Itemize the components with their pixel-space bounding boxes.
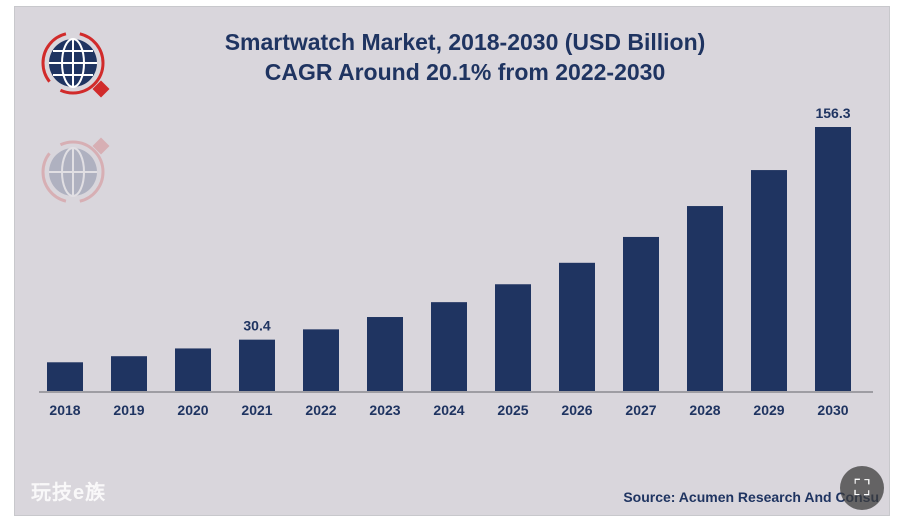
x-tick-label-2021: 2021	[241, 402, 272, 418]
chart-title: Smartwatch Market, 2018-2030 (USD Billio…	[224, 29, 706, 55]
data-label-2030: 156.3	[815, 105, 850, 121]
x-tick-label-2018: 2018	[49, 402, 80, 418]
x-tick-label-2019: 2019	[113, 402, 144, 418]
bar-2027	[623, 236, 659, 391]
source-text: Source: Acumen Research And Consu	[623, 489, 879, 505]
bar-2028	[687, 206, 723, 391]
x-tick-label-2022: 2022	[305, 402, 336, 418]
bar-2022	[303, 329, 339, 391]
x-tick-label-2026: 2026	[561, 402, 592, 418]
bar-2018	[47, 362, 83, 391]
bar-2023	[367, 317, 403, 391]
chart-subtitle: CAGR Around 20.1% from 2022-2030	[264, 59, 666, 85]
globe-logo-reflection-icon	[35, 125, 117, 212]
x-tick-label-2020: 2020	[177, 402, 208, 418]
x-tick-label-2023: 2023	[369, 402, 400, 418]
chart-frame: Smartwatch Market, 2018-2030 (USD Billio…	[14, 6, 890, 516]
data-label-2021: 30.4	[243, 318, 270, 334]
x-tick-label-2029: 2029	[753, 402, 784, 418]
x-tick-label-2030: 2030	[817, 402, 848, 418]
bar-2029	[751, 170, 787, 391]
bar-2019	[111, 356, 147, 391]
bar-2026	[559, 262, 595, 391]
bar-2020	[175, 348, 211, 391]
bar-2030	[815, 127, 851, 391]
x-tick-label-2028: 2028	[689, 402, 720, 418]
x-tick-label-2025: 2025	[497, 402, 528, 418]
expand-icon[interactable]: ⛶	[840, 466, 884, 510]
globe-logo-icon	[35, 23, 117, 110]
watermark-text: 玩技e族	[31, 482, 107, 504]
bar-2024	[431, 302, 467, 391]
bar-2025	[495, 284, 531, 391]
x-tick-label-2024: 2024	[433, 402, 464, 418]
x-tick-label-2027: 2027	[625, 402, 656, 418]
bar-chart: 2018 2019 2020 2021 30.4 2022 2023 2024 2025 2026…	[39, 105, 873, 418]
bar-2021	[239, 339, 275, 391]
